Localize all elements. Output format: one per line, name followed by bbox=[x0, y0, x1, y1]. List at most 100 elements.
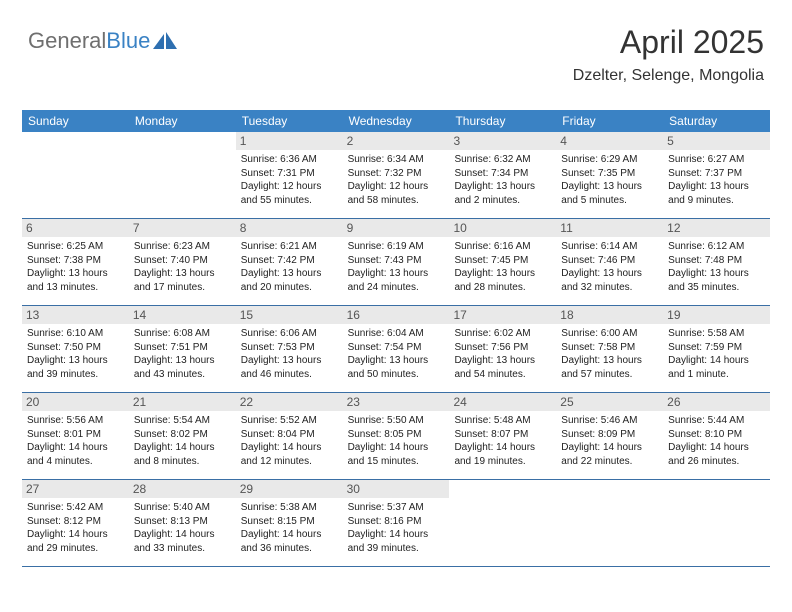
day-number: 8 bbox=[236, 219, 343, 237]
calendar-cell: 2 Sunrise: 6:34 AMSunset: 7:32 PMDaylight… bbox=[343, 132, 450, 218]
calendar-cell bbox=[449, 480, 556, 566]
day-header: Thursday bbox=[449, 110, 556, 132]
day-details: Sunrise: 6:10 AMSunset: 7:50 PMDaylight:… bbox=[27, 327, 124, 381]
day-number: 21 bbox=[129, 393, 236, 411]
calendar-week-row: 27 Sunrise: 5:42 AMSunset: 8:12 PMDayligh… bbox=[22, 480, 770, 567]
day-number: 17 bbox=[449, 306, 556, 324]
calendar-cell: 15 Sunrise: 6:06 AMSunset: 7:53 PMDayligh… bbox=[236, 306, 343, 392]
day-number: 18 bbox=[556, 306, 663, 324]
day-header: Tuesday bbox=[236, 110, 343, 132]
day-details: Sunrise: 6:32 AMSunset: 7:34 PMDaylight:… bbox=[454, 153, 551, 207]
day-details: Sunrise: 6:23 AMSunset: 7:40 PMDaylight:… bbox=[134, 240, 231, 294]
day-details: Sunrise: 6:27 AMSunset: 7:37 PMDaylight:… bbox=[668, 153, 765, 207]
day-details: Sunrise: 5:54 AMSunset: 8:02 PMDaylight:… bbox=[134, 414, 231, 468]
day-details: Sunrise: 6:06 AMSunset: 7:53 PMDaylight:… bbox=[241, 327, 338, 381]
day-details: Sunrise: 6:02 AMSunset: 7:56 PMDaylight:… bbox=[454, 327, 551, 381]
calendar-cell: 22 Sunrise: 5:52 AMSunset: 8:04 PMDayligh… bbox=[236, 393, 343, 479]
calendar-cell: 18 Sunrise: 6:00 AMSunset: 7:58 PMDayligh… bbox=[556, 306, 663, 392]
calendar-week-row: 6 Sunrise: 6:25 AMSunset: 7:38 PMDaylight… bbox=[22, 219, 770, 306]
day-details: Sunrise: 5:40 AMSunset: 8:13 PMDaylight:… bbox=[134, 501, 231, 555]
day-number: 16 bbox=[343, 306, 450, 324]
day-number: 11 bbox=[556, 219, 663, 237]
day-number: 12 bbox=[663, 219, 770, 237]
calendar-week-row: 13 Sunrise: 6:10 AMSunset: 7:50 PMDayligh… bbox=[22, 306, 770, 393]
day-number: 27 bbox=[22, 480, 129, 498]
brand-logo: GeneralBlue bbox=[28, 28, 177, 54]
day-details: Sunrise: 5:38 AMSunset: 8:15 PMDaylight:… bbox=[241, 501, 338, 555]
calendar-week-row: 20Sunrise: 5:56 AMSunset: 8:01 PMDayligh… bbox=[22, 393, 770, 480]
calendar-cell: 20Sunrise: 5:56 AMSunset: 8:01 PMDayligh… bbox=[22, 393, 129, 479]
calendar-cell: 6 Sunrise: 6:25 AMSunset: 7:38 PMDaylight… bbox=[22, 219, 129, 305]
day-header: Friday bbox=[556, 110, 663, 132]
page-header: April 2025 Dzelter, Selenge, Mongolia bbox=[573, 24, 764, 85]
day-number: 13 bbox=[22, 306, 129, 324]
calendar-cell: 5Sunrise: 6:27 AMSunset: 7:37 PMDaylight… bbox=[663, 132, 770, 218]
day-details: Sunrise: 6:19 AMSunset: 7:43 PMDaylight:… bbox=[348, 240, 445, 294]
day-details: Sunrise: 5:42 AMSunset: 8:12 PMDaylight:… bbox=[27, 501, 124, 555]
day-number: 30 bbox=[343, 480, 450, 498]
day-header: Sunday bbox=[22, 110, 129, 132]
calendar-cell: 10 Sunrise: 6:16 AMSunset: 7:45 PMDayligh… bbox=[449, 219, 556, 305]
calendar-cell: 11 Sunrise: 6:14 AMSunset: 7:46 PMDayligh… bbox=[556, 219, 663, 305]
day-details: Sunrise: 5:58 AMSunset: 7:59 PMDaylight:… bbox=[668, 327, 765, 381]
day-number: 1 bbox=[236, 132, 343, 150]
day-details: Sunrise: 6:14 AMSunset: 7:46 PMDaylight:… bbox=[561, 240, 658, 294]
calendar-cell: 17 Sunrise: 6:02 AMSunset: 7:56 PMDayligh… bbox=[449, 306, 556, 392]
day-header: Saturday bbox=[663, 110, 770, 132]
day-details: Sunrise: 5:48 AMSunset: 8:07 PMDaylight:… bbox=[454, 414, 551, 468]
day-number: 26 bbox=[663, 393, 770, 411]
calendar-cell bbox=[129, 132, 236, 218]
day-number: 29 bbox=[236, 480, 343, 498]
day-number: 4 bbox=[556, 132, 663, 150]
day-header: Wednesday bbox=[343, 110, 450, 132]
page-title: April 2025 bbox=[573, 24, 764, 61]
day-details: Sunrise: 6:00 AMSunset: 7:58 PMDaylight:… bbox=[561, 327, 658, 381]
calendar-cell: 16 Sunrise: 6:04 AMSunset: 7:54 PMDayligh… bbox=[343, 306, 450, 392]
calendar-cell: 7Sunrise: 6:23 AMSunset: 7:40 PMDaylight… bbox=[129, 219, 236, 305]
calendar-cell: 30 Sunrise: 5:37 AMSunset: 8:16 PMDayligh… bbox=[343, 480, 450, 566]
day-number: 19 bbox=[663, 306, 770, 324]
day-details: Sunrise: 6:04 AMSunset: 7:54 PMDaylight:… bbox=[348, 327, 445, 381]
day-number: 20 bbox=[22, 393, 129, 411]
calendar-cell: 9Sunrise: 6:19 AMSunset: 7:43 PMDaylight… bbox=[343, 219, 450, 305]
calendar-cell: 23 Sunrise: 5:50 AMSunset: 8:05 PMDayligh… bbox=[343, 393, 450, 479]
location-text: Dzelter, Selenge, Mongolia bbox=[573, 67, 764, 85]
day-number: 6 bbox=[22, 219, 129, 237]
day-details: Sunrise: 6:16 AMSunset: 7:45 PMDaylight:… bbox=[454, 240, 551, 294]
day-details: Sunrise: 6:25 AMSunset: 7:38 PMDaylight:… bbox=[27, 240, 124, 294]
day-number: 14 bbox=[129, 306, 236, 324]
calendar-cell bbox=[663, 480, 770, 566]
day-details: Sunrise: 6:34 AMSunset: 7:32 PMDaylight:… bbox=[348, 153, 445, 207]
day-details: Sunrise: 6:12 AMSunset: 7:48 PMDaylight:… bbox=[668, 240, 765, 294]
day-number: 25 bbox=[556, 393, 663, 411]
calendar-cell: 14 Sunrise: 6:08 AMSunset: 7:51 PMDayligh… bbox=[129, 306, 236, 392]
day-details: Sunrise: 6:29 AMSunset: 7:35 PMDaylight:… bbox=[561, 153, 658, 207]
calendar-cell: 4 Sunrise: 6:29 AMSunset: 7:35 PMDaylight… bbox=[556, 132, 663, 218]
day-details: Sunrise: 5:50 AMSunset: 8:05 PMDaylight:… bbox=[348, 414, 445, 468]
calendar-week-row: 1Sunrise: 6:36 AMSunset: 7:31 PMDaylight… bbox=[22, 132, 770, 219]
day-number: 10 bbox=[449, 219, 556, 237]
calendar-cell: 3Sunrise: 6:32 AMSunset: 7:34 PMDaylight… bbox=[449, 132, 556, 218]
calendar: SundayMondayTuesdayWednesdayThursdayFrid… bbox=[22, 110, 770, 567]
day-details: Sunrise: 6:21 AMSunset: 7:42 PMDaylight:… bbox=[241, 240, 338, 294]
day-details: Sunrise: 5:44 AMSunset: 8:10 PMDaylight:… bbox=[668, 414, 765, 468]
day-details: Sunrise: 5:52 AMSunset: 8:04 PMDaylight:… bbox=[241, 414, 338, 468]
day-number: 2 bbox=[343, 132, 450, 150]
day-number: 15 bbox=[236, 306, 343, 324]
day-number: 24 bbox=[449, 393, 556, 411]
calendar-cell: 8 Sunrise: 6:21 AMSunset: 7:42 PMDaylight… bbox=[236, 219, 343, 305]
day-number: 28 bbox=[129, 480, 236, 498]
calendar-cell bbox=[22, 132, 129, 218]
day-details: Sunrise: 5:37 AMSunset: 8:16 PMDaylight:… bbox=[348, 501, 445, 555]
calendar-cell bbox=[556, 480, 663, 566]
brand-part2: Blue bbox=[106, 28, 150, 54]
calendar-cell: 1Sunrise: 6:36 AMSunset: 7:31 PMDaylight… bbox=[236, 132, 343, 218]
brand-part1: General bbox=[28, 28, 106, 54]
day-number: 22 bbox=[236, 393, 343, 411]
calendar-cell: 27 Sunrise: 5:42 AMSunset: 8:12 PMDayligh… bbox=[22, 480, 129, 566]
calendar-header-row: SundayMondayTuesdayWednesdayThursdayFrid… bbox=[22, 110, 770, 132]
day-details: Sunrise: 6:08 AMSunset: 7:51 PMDaylight:… bbox=[134, 327, 231, 381]
day-header: Monday bbox=[129, 110, 236, 132]
day-number: 23 bbox=[343, 393, 450, 411]
calendar-cell: 29 Sunrise: 5:38 AMSunset: 8:15 PMDayligh… bbox=[236, 480, 343, 566]
